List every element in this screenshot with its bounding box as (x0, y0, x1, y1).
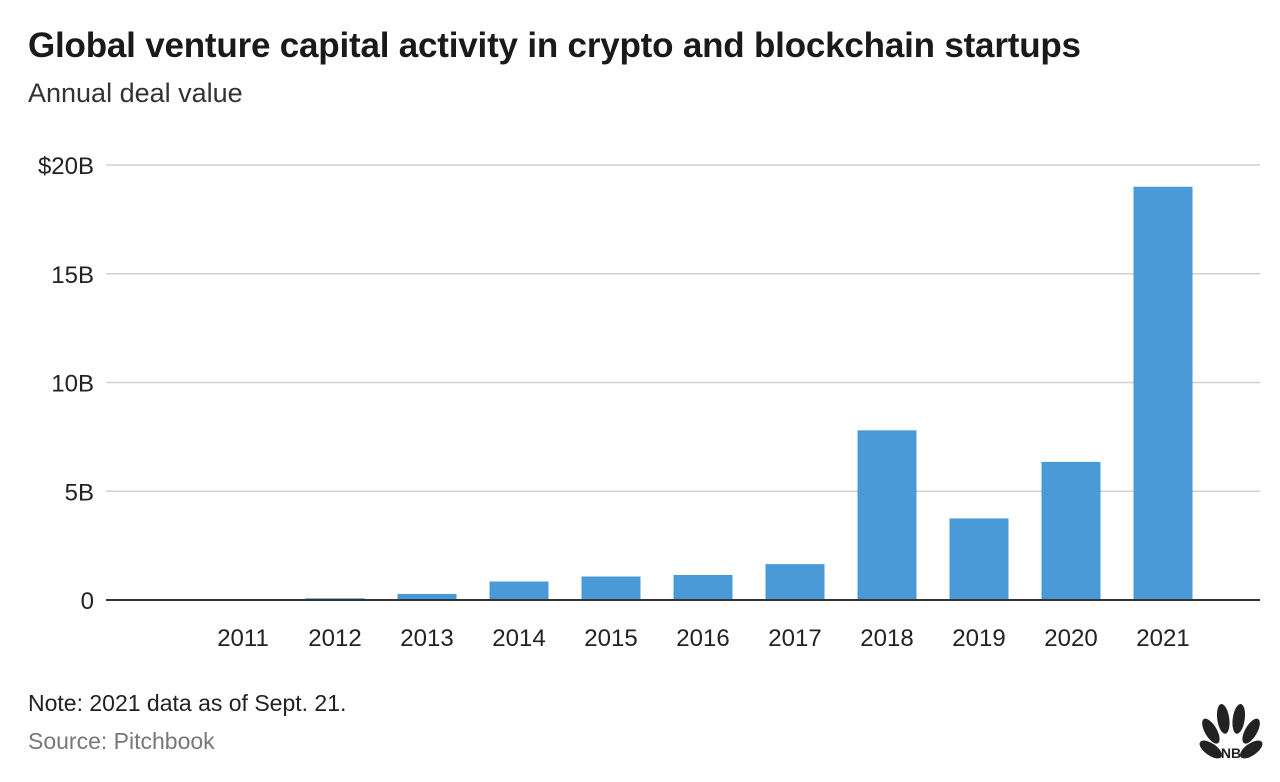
bar-2020 (1041, 461, 1101, 600)
source-credit: Source: Pitchbook (28, 728, 215, 754)
gridlines (106, 164, 1260, 492)
x-tick-label: 2014 (492, 625, 545, 652)
x-tick-label: 2013 (400, 625, 453, 652)
x-tick-label: 2017 (768, 625, 821, 652)
x-axis-tick-labels: 2011 2012 2013 2014 2015 2016 2017 2018 2019 2020… (217, 625, 1190, 652)
x-tick-label: 2016 (676, 625, 729, 652)
x-tick-label: 2015 (584, 625, 637, 652)
y-tick-label: $20B (38, 153, 94, 180)
bar-2013 (397, 593, 457, 600)
bars (213, 186, 1193, 600)
bar-2017 (765, 564, 825, 600)
x-tick-label: 2019 (952, 625, 1005, 652)
bar-2014 (489, 581, 549, 600)
y-tick-label: 5B (65, 479, 94, 506)
bar-2019 (949, 518, 1009, 600)
x-tick-label: 2020 (1044, 625, 1097, 652)
y-tick-label: 0 (81, 588, 94, 615)
bar-2021 (1133, 186, 1193, 600)
y-tick-label: 15B (51, 262, 94, 289)
x-tick-label: 2021 (1136, 625, 1189, 652)
chart-subtitle: Annual deal value (28, 78, 243, 108)
cnbc-peacock-logo-icon: CNBC (1199, 704, 1263, 760)
bar-2018 (857, 430, 917, 600)
logo-wordmark: CNBC (1211, 745, 1251, 760)
bar-2016 (673, 574, 733, 600)
y-axis-tick-labels: 0 5B 10B 15B $20B (38, 153, 94, 615)
bar-2015 (581, 576, 641, 600)
x-tick-label: 2011 (217, 625, 269, 652)
footnote: Note: 2021 data as of Sept. 21. (28, 690, 347, 716)
y-tick-label: 10B (51, 371, 94, 398)
chart-title: Global venture capital activity in crypt… (28, 26, 1081, 65)
x-tick-label: 2018 (860, 625, 913, 652)
x-tick-label: 2012 (308, 625, 361, 652)
